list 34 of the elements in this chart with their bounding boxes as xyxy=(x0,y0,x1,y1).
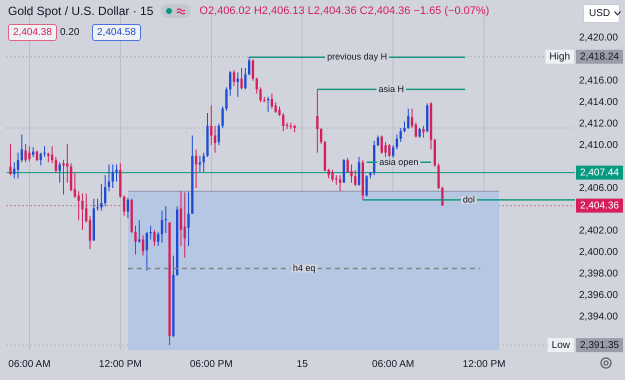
series-label: previous day H xyxy=(327,52,388,62)
y-tick-label: 2,416.00 xyxy=(579,76,618,87)
annotation: 2,404.38 xyxy=(13,27,52,38)
text: USD xyxy=(589,8,610,19)
y-tick-label: 2,414.00 xyxy=(579,96,618,108)
y-tick-label: 2,420.00 xyxy=(579,32,618,44)
ref-line-label: 2,391.35 xyxy=(580,340,620,351)
annotation: 0.20 xyxy=(60,27,80,38)
series-label: asia H xyxy=(378,84,404,94)
ref-line-label: 2,407.44 xyxy=(580,167,620,178)
y-tick-label: 2,396.00 xyxy=(579,290,618,302)
ref-line-label: 2,418.24 xyxy=(580,52,620,63)
y-tick-label: 2,406.00 xyxy=(579,182,618,194)
y-tick-label: 2,394.00 xyxy=(579,312,618,322)
y-tick-label: 2,398.00 xyxy=(579,268,618,280)
x-tick-label: 06:00 AM xyxy=(8,358,51,370)
y-tick-label: 2,412.00 xyxy=(579,118,618,130)
x-tick-label: 06:00 AM xyxy=(372,358,414,370)
series-label: dol xyxy=(462,194,475,204)
y-tick-label: 2,410.00 xyxy=(579,140,618,151)
y-tick-label: 2,402.00 xyxy=(579,226,618,237)
annotation: High xyxy=(549,52,570,63)
annotation: Low xyxy=(552,340,571,351)
chart-subtitle: O2,406.02 H2,406.13 L2,404.36 C2,404.36 −1.65 (−0.07%) xyxy=(199,5,490,17)
annotation: 2,404.58 xyxy=(97,27,136,38)
y-tick-label: 2,400.00 xyxy=(579,247,618,258)
x-tick-label: 06:00 PM xyxy=(190,358,233,370)
series-label: h4 eq xyxy=(292,262,316,273)
chart-title: Gold Spot / U.S. Dollar · 15 xyxy=(8,4,154,18)
series-label: asia open xyxy=(379,156,418,167)
ref-line-label: 2,404.36 xyxy=(580,200,620,212)
x-tick-label: 12:00 PM xyxy=(98,358,142,370)
x-tick-label: 15 xyxy=(296,358,308,370)
x-tick-label: 12:00 PM xyxy=(462,358,506,370)
